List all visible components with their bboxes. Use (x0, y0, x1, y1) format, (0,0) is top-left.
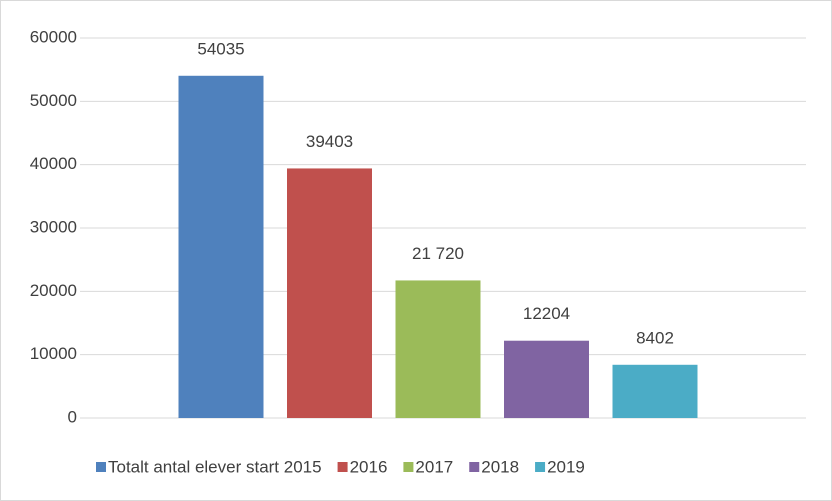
data-label: 54035 (197, 39, 244, 58)
bar (178, 75, 264, 419)
data-label: 21 720 (412, 244, 464, 263)
legend-swatch (96, 462, 106, 472)
y-tick-label: 40000 (30, 154, 77, 173)
data-label: 39403 (306, 132, 353, 151)
y-tick-label: 50000 (30, 91, 77, 110)
data-label: 8402 (636, 328, 674, 347)
bar (504, 340, 589, 418)
legend-swatch (535, 462, 546, 472)
bar (612, 364, 698, 418)
legend-label: 2019 (547, 457, 585, 476)
legend-swatch (403, 462, 414, 472)
y-tick-label: 60000 (30, 27, 77, 46)
legend-label: 2018 (481, 457, 519, 476)
data-label: 12204 (523, 304, 570, 323)
y-tick-label: 20000 (30, 281, 77, 300)
y-tick-label: 10000 (30, 344, 77, 363)
legend-swatch (337, 462, 348, 472)
bar (395, 280, 481, 418)
legend-swatch (469, 462, 480, 472)
legend-label: Totalt antal elever start 2015 (108, 457, 322, 476)
legend-label: 2017 (415, 457, 453, 476)
y-tick-label: 0 (68, 407, 77, 426)
y-tick-label: 30000 (30, 217, 77, 236)
legend-label: 2016 (350, 457, 388, 476)
bar (287, 168, 372, 418)
